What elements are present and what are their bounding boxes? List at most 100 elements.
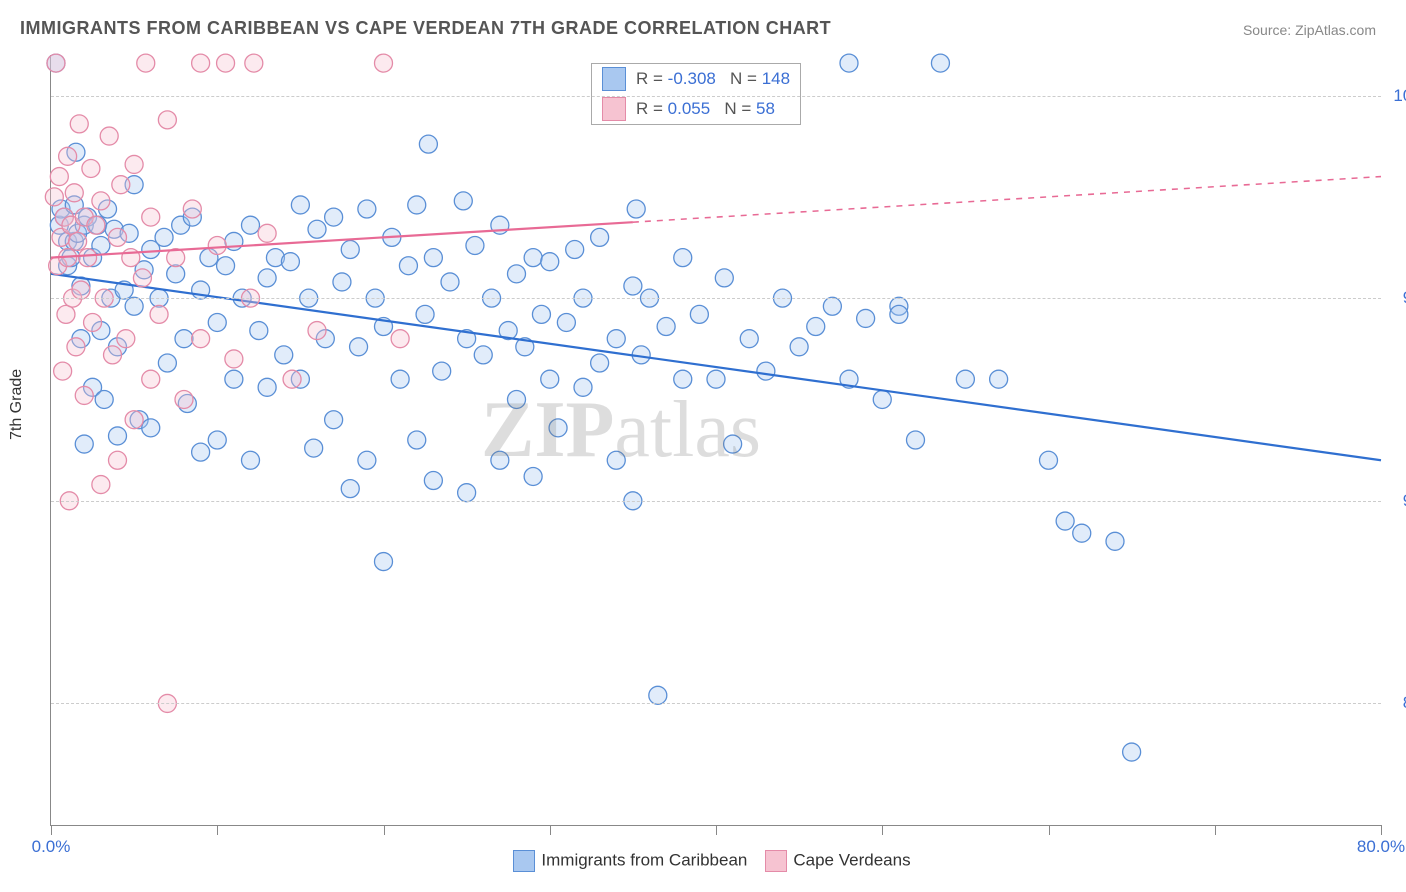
data-point-capeverdean: [59, 147, 77, 165]
x-tick-mark: [1049, 825, 1050, 835]
data-point-caribbean: [657, 318, 675, 336]
x-tick-mark: [384, 825, 385, 835]
data-point-capeverdean: [225, 350, 243, 368]
data-point-capeverdean: [142, 208, 160, 226]
data-point-caribbean: [125, 297, 143, 315]
data-point-caribbean: [308, 220, 326, 238]
data-point-capeverdean: [45, 188, 63, 206]
data-point-caribbean: [454, 192, 472, 210]
data-point-capeverdean: [75, 386, 93, 404]
data-point-capeverdean: [87, 216, 105, 234]
data-point-capeverdean: [192, 54, 210, 72]
data-point-capeverdean: [54, 362, 72, 380]
data-point-caribbean: [158, 354, 176, 372]
grid-line: [51, 298, 1381, 299]
series-legend: Immigrants from CaribbeanCape Verdeans: [0, 850, 1406, 872]
data-point-caribbean: [532, 305, 550, 323]
data-point-caribbean: [424, 472, 442, 490]
data-point-capeverdean: [245, 54, 263, 72]
x-tick-mark: [1215, 825, 1216, 835]
data-point-caribbean: [408, 431, 426, 449]
grid-line: [51, 96, 1381, 97]
data-point-caribbean: [740, 330, 758, 348]
data-point-capeverdean: [391, 330, 409, 348]
data-point-caribbean: [275, 346, 293, 364]
data-point-capeverdean: [47, 54, 65, 72]
data-point-capeverdean: [125, 411, 143, 429]
data-point-caribbean: [607, 330, 625, 348]
data-point-caribbean: [907, 431, 925, 449]
bottom-legend-label-capeverdean: Cape Verdeans: [793, 850, 910, 869]
data-point-capeverdean: [150, 305, 168, 323]
data-point-caribbean: [607, 451, 625, 469]
data-point-caribbean: [250, 322, 268, 340]
x-tick-mark: [1381, 825, 1382, 835]
x-tick-mark: [550, 825, 551, 835]
data-point-caribbean: [591, 354, 609, 372]
data-point-caribbean: [433, 362, 451, 380]
data-point-capeverdean: [112, 176, 130, 194]
data-point-caribbean: [840, 54, 858, 72]
data-point-caribbean: [95, 390, 113, 408]
data-point-caribbean: [391, 370, 409, 388]
x-tick-mark: [716, 825, 717, 835]
legend-r-value: -0.308: [668, 69, 716, 89]
legend-n-value: 148: [762, 69, 790, 89]
legend-swatch-capeverdean: [602, 97, 626, 121]
data-point-caribbean: [1106, 532, 1124, 550]
data-point-caribbean: [674, 249, 692, 267]
data-point-caribbean: [142, 419, 160, 437]
bottom-legend-swatch-capeverdean: [765, 850, 787, 872]
data-point-caribbean: [491, 451, 509, 469]
data-point-caribbean: [358, 200, 376, 218]
data-point-caribbean: [167, 265, 185, 283]
data-point-caribbean: [931, 54, 949, 72]
data-point-caribbean: [358, 451, 376, 469]
data-point-caribbean: [474, 346, 492, 364]
data-point-caribbean: [325, 208, 343, 226]
x-tick-mark: [217, 825, 218, 835]
data-point-caribbean: [524, 467, 542, 485]
legend-n-value: 58: [756, 99, 775, 119]
data-point-caribbean: [790, 338, 808, 356]
data-point-caribbean: [408, 196, 426, 214]
data-point-capeverdean: [137, 54, 155, 72]
x-tick-mark: [882, 825, 883, 835]
data-point-caribbean: [441, 273, 459, 291]
data-point-caribbean: [458, 484, 476, 502]
data-point-capeverdean: [117, 330, 135, 348]
data-point-capeverdean: [50, 168, 68, 186]
data-point-capeverdean: [82, 159, 100, 177]
data-point-capeverdean: [375, 54, 393, 72]
legend-r-value: 0.055: [668, 99, 711, 119]
data-point-caribbean: [990, 370, 1008, 388]
y-tick-label: 100.0%: [1393, 86, 1406, 106]
data-point-caribbean: [75, 435, 93, 453]
data-point-capeverdean: [92, 476, 110, 494]
data-point-caribbean: [649, 686, 667, 704]
chart-plot-area: ZIPatlas R = -0.308 N = 148R = 0.055 N =…: [50, 55, 1381, 826]
data-point-caribbean: [1123, 743, 1141, 761]
data-point-caribbean: [591, 228, 609, 246]
data-point-caribbean: [175, 330, 193, 348]
data-point-capeverdean: [109, 451, 127, 469]
data-point-caribbean: [524, 249, 542, 267]
data-point-caribbean: [857, 309, 875, 327]
data-point-caribbean: [242, 451, 260, 469]
data-point-caribbean: [466, 236, 484, 254]
data-point-capeverdean: [308, 322, 326, 340]
data-point-caribbean: [715, 269, 733, 287]
data-point-caribbean: [674, 370, 692, 388]
data-point-caribbean: [291, 196, 309, 214]
data-point-caribbean: [333, 273, 351, 291]
data-point-capeverdean: [104, 346, 122, 364]
data-point-caribbean: [823, 297, 841, 315]
data-point-capeverdean: [79, 249, 97, 267]
data-point-capeverdean: [100, 127, 118, 145]
data-point-capeverdean: [67, 338, 85, 356]
data-point-capeverdean: [217, 54, 235, 72]
data-point-caribbean: [627, 200, 645, 218]
data-point-caribbean: [707, 370, 725, 388]
legend-row-caribbean: R = -0.308 N = 148: [592, 64, 800, 94]
legend-swatch-caribbean: [602, 67, 626, 91]
